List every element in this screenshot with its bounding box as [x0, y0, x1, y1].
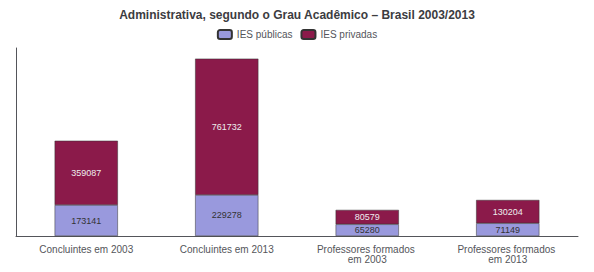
svg-text:em 2003: em 2003	[348, 254, 387, 265]
svg-text:Administrativa, segundo o Grau: Administrativa, segundo o Grau Acadêmico…	[119, 8, 475, 22]
svg-text:173141: 173141	[71, 216, 101, 226]
svg-text:359087: 359087	[71, 168, 101, 178]
svg-text:71149: 71149	[496, 225, 520, 235]
svg-text:229278: 229278	[212, 210, 242, 220]
svg-text:IES públicas: IES públicas	[237, 29, 293, 40]
svg-text:IES privadas: IES privadas	[320, 29, 377, 40]
svg-text:65280: 65280	[355, 225, 380, 235]
svg-text:130204: 130204	[493, 207, 523, 217]
svg-text:Professores formados: Professores formados	[316, 243, 418, 255]
svg-text:em 2013: em 2013	[488, 254, 527, 265]
svg-text:Professores formados: Professores formados	[457, 243, 559, 255]
svg-text:761732: 761732	[212, 122, 242, 132]
svg-text:80579: 80579	[355, 212, 380, 222]
svg-text:Concluintes em 2013: Concluintes em 2013	[180, 244, 274, 255]
svg-text:Concluintes em 2003: Concluintes em 2003	[39, 244, 133, 255]
